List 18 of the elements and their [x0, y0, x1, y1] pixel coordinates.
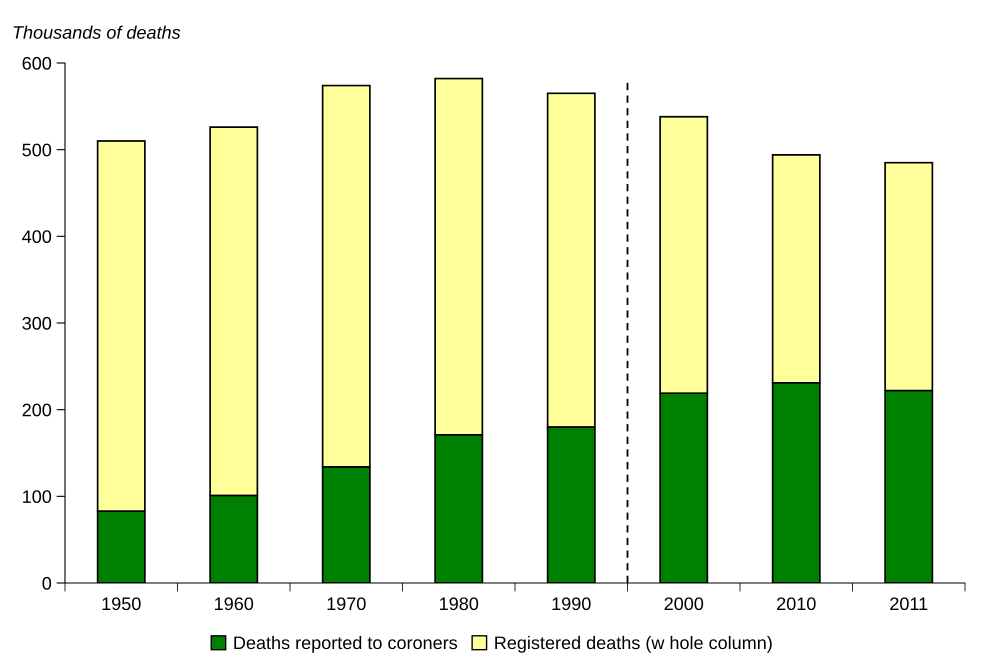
y-axis-title: Thousands of deaths — [14, 26, 180, 39]
y-tick-label: 500 — [22, 144, 52, 156]
y-tick-label: 300 — [22, 316, 52, 330]
legend-label: Registered deaths (w hole column) — [495, 636, 772, 653]
y-tick-label: 400 — [22, 230, 52, 244]
x-tick-label: 2000 — [664, 597, 704, 610]
y-tick-label: 100 — [23, 490, 52, 504]
x-tick-label: 1990 — [552, 597, 591, 610]
x-tick-label: 2011 — [890, 597, 928, 610]
x-tick-label: 1950 — [102, 597, 141, 610]
y-tick-label: 600 — [22, 56, 52, 70]
x-tick-label: 1960 — [215, 597, 254, 610]
x-tick-label: 1980 — [440, 597, 478, 610]
y-tick-label: 200 — [22, 404, 52, 416]
x-tick-label: 1970 — [328, 597, 366, 610]
legend-label: Deaths reported to coroners — [234, 636, 458, 653]
y-tick-label: 0 — [42, 576, 52, 590]
x-tick-label: 2010 — [777, 597, 816, 610]
